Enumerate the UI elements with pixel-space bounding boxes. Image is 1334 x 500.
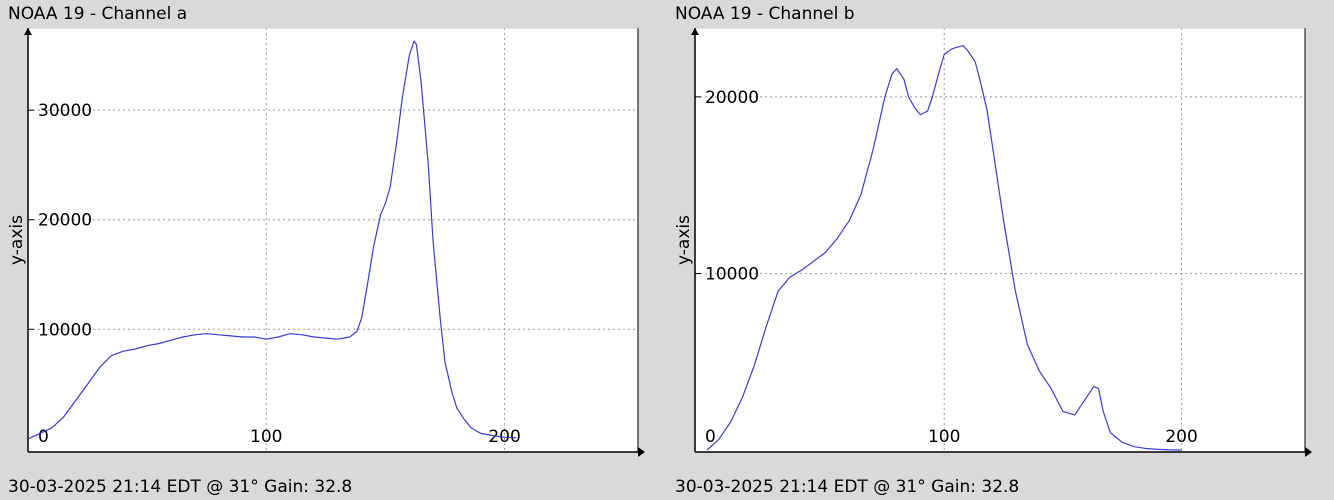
plot-area <box>28 28 638 452</box>
y-tick-label: 10000 <box>38 320 92 340</box>
line-chart-channel-b: 0 100 200 10000 20000 y-axis <box>674 27 1312 457</box>
y-axis-arrow <box>691 28 699 35</box>
x-tick-label: 200 <box>1165 427 1197 447</box>
chart-footer-timestamp: 30-03-2025 21:14 EDT @ 31° Gain: 32.8 <box>8 477 353 497</box>
x-tick-label: 100 <box>250 427 282 447</box>
y-axis-label: y-axis <box>7 215 27 265</box>
chart-title: NOAA 19 - Channel a <box>8 4 188 24</box>
y-tick-label: 20000 <box>705 88 759 108</box>
y-tick-label: 10000 <box>705 265 759 285</box>
x-tick-label: 0 <box>705 427 716 447</box>
chart-footer-timestamp: 30-03-2025 21:14 EDT @ 31° Gain: 32.8 <box>675 477 1020 497</box>
chart-title: NOAA 19 - Channel b <box>675 4 855 24</box>
x-tick-label: 0 <box>38 427 49 447</box>
chart-panel-channel-a: NOAA 19 - Channel a 0 100 200 10000 20000 300… <box>7 4 645 497</box>
series-line <box>27 40 517 440</box>
chart-panel-channel-b: NOAA 19 - Channel b 0 100 200 10000 20000 y-a… <box>667 0 1334 500</box>
x-tick-label: 100 <box>928 427 960 447</box>
y-tick-label: 30000 <box>38 101 92 121</box>
series-line <box>706 45 1182 451</box>
y-axis-label: y-axis <box>674 215 694 265</box>
x-axis-arrow <box>1305 447 1312 457</box>
y-axis-arrow <box>24 28 32 35</box>
x-axis-arrow <box>638 447 645 457</box>
y-tick-label: 20000 <box>38 211 92 231</box>
plot-area <box>695 28 1305 452</box>
